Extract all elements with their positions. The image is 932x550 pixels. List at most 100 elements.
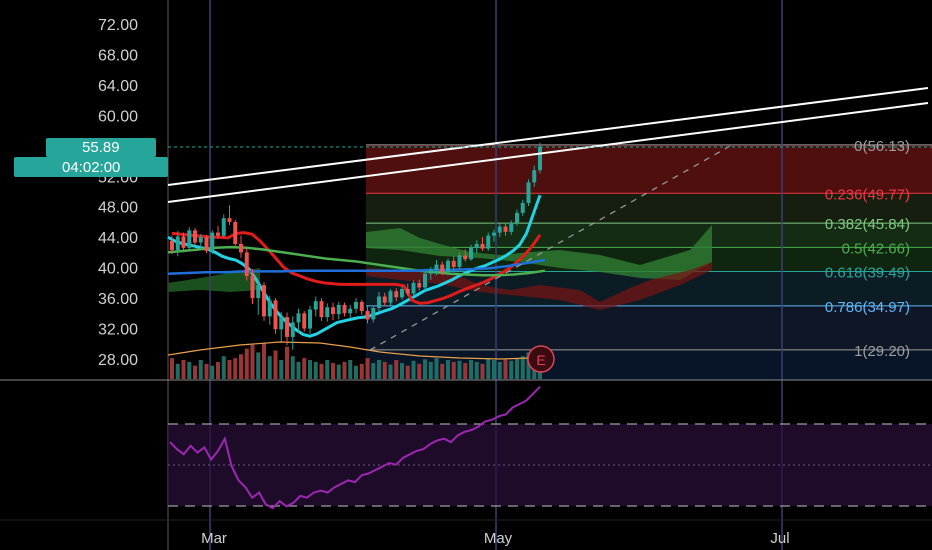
candle-body[interactable] <box>227 218 232 222</box>
candle-body[interactable] <box>520 202 525 213</box>
time-label-mar: Mar <box>201 530 227 547</box>
volume-bar <box>359 363 364 379</box>
candle-body[interactable] <box>463 255 468 260</box>
candle-body[interactable] <box>497 226 502 233</box>
candle-body[interactable] <box>474 244 479 248</box>
earnings-marker[interactable]: E <box>527 345 555 373</box>
candle-body[interactable] <box>365 311 370 320</box>
candle-body[interactable] <box>526 182 531 203</box>
last-price-tag: 55.89 <box>46 138 156 157</box>
candle-body[interactable] <box>400 288 404 298</box>
candle-body[interactable] <box>411 282 416 294</box>
candle-body[interactable] <box>262 285 266 317</box>
candle-body[interactable] <box>515 212 519 223</box>
candle-body[interactable] <box>204 237 209 251</box>
candle-body[interactable] <box>354 301 358 309</box>
candle-body[interactable] <box>175 236 180 251</box>
volume-bar <box>388 364 393 379</box>
volume-bar <box>216 361 220 379</box>
candle-body[interactable] <box>440 264 445 273</box>
candle-body[interactable] <box>210 232 215 251</box>
price-tick-label: 44.00 <box>98 230 138 247</box>
fibonacci-labels: 0(56.13) 0.236(49.77) 0.382(45.84) 0.5(42.6… <box>825 138 910 360</box>
candle-body[interactable] <box>313 301 318 310</box>
candle-body[interactable] <box>273 300 278 330</box>
candle-body[interactable] <box>434 264 439 270</box>
candle-body[interactable] <box>469 247 473 260</box>
candle-body[interactable] <box>187 230 192 248</box>
time-label-jul: Jul <box>770 530 789 547</box>
candle-body[interactable] <box>336 304 341 315</box>
candle-body[interactable] <box>388 291 393 303</box>
candle-body[interactable] <box>359 301 364 312</box>
candle-body[interactable] <box>486 235 491 249</box>
volume-bars <box>170 342 542 379</box>
volume-bar <box>342 361 347 379</box>
candle-body[interactable] <box>290 322 295 337</box>
cloud-bullish-right <box>366 225 712 280</box>
candle-body[interactable] <box>198 237 203 243</box>
price-tick-label: 60.00 <box>98 108 138 125</box>
candle-body[interactable] <box>325 307 330 318</box>
candle-body[interactable] <box>267 300 272 317</box>
fib-zone-5 <box>366 305 932 350</box>
candle-body[interactable] <box>446 260 450 273</box>
candle-body[interactable] <box>423 273 427 288</box>
candle-body[interactable] <box>233 221 238 245</box>
candle-body[interactable] <box>181 236 186 248</box>
candle-body[interactable] <box>451 260 456 267</box>
candle-body[interactable] <box>503 226 508 232</box>
volume-bar <box>526 352 531 379</box>
candle-body[interactable] <box>308 309 312 329</box>
candle-body[interactable] <box>480 244 485 249</box>
fib-label-3: 0.5(42.66) <box>842 240 910 257</box>
candle-body[interactable] <box>382 296 387 303</box>
candle-body[interactable] <box>457 255 462 267</box>
candle-body[interactable] <box>285 317 289 337</box>
candle-body[interactable] <box>342 304 347 314</box>
candle-body[interactable] <box>221 218 226 236</box>
candle-body[interactable] <box>296 313 301 323</box>
candlesticks[interactable] <box>170 142 542 350</box>
candle-body[interactable] <box>250 276 255 299</box>
volume-bar <box>210 365 215 379</box>
time-axis[interactable]: Mar May Jul <box>201 530 790 547</box>
candle-body[interactable] <box>377 296 381 308</box>
fib-label-2: 0.382(45.84) <box>825 216 910 233</box>
volume-bar <box>302 358 307 379</box>
trend-channel[interactable] <box>167 87 929 203</box>
volume-bar <box>480 363 485 379</box>
trend-line-lower <box>167 102 929 203</box>
candle-body[interactable] <box>256 285 261 299</box>
candle-body[interactable] <box>319 301 324 318</box>
fib-label-5: 0.786(34.97) <box>825 299 910 316</box>
ma-line-green <box>167 245 546 277</box>
volume-bar <box>411 360 416 379</box>
candle-body[interactable] <box>239 244 243 253</box>
candle-body[interactable] <box>279 317 284 330</box>
candle-body[interactable] <box>394 291 399 298</box>
candle-body[interactable] <box>371 307 376 320</box>
candle-body[interactable] <box>538 146 542 171</box>
volume-bar <box>198 360 203 379</box>
candle-body[interactable] <box>216 232 220 236</box>
volume-bar <box>193 365 197 379</box>
candle-body[interactable] <box>170 240 174 251</box>
volume-bar <box>509 360 514 379</box>
candle-body[interactable] <box>417 282 422 288</box>
candle-body[interactable] <box>348 308 353 314</box>
candle-body[interactable] <box>331 307 335 315</box>
volume-bar <box>486 358 491 379</box>
candle-body[interactable] <box>405 288 410 294</box>
volume-bar <box>290 356 295 379</box>
candle-body[interactable] <box>509 222 514 232</box>
candle-body[interactable] <box>532 170 537 183</box>
candle-body[interactable] <box>492 232 496 236</box>
volume-bar <box>503 359 508 379</box>
candle-body[interactable] <box>302 313 307 329</box>
candle-body[interactable] <box>428 269 433 274</box>
cloud-bullish <box>168 268 260 292</box>
candle-body[interactable] <box>193 230 197 243</box>
candle-body[interactable] <box>244 252 249 277</box>
